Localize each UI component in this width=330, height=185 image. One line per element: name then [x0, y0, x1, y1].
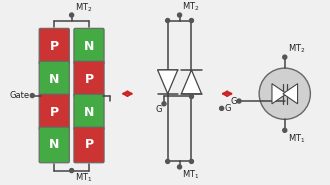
FancyBboxPatch shape — [74, 28, 104, 64]
Circle shape — [166, 159, 170, 163]
Text: MT$_1$: MT$_1$ — [287, 132, 305, 145]
Circle shape — [70, 169, 74, 173]
Polygon shape — [272, 84, 286, 104]
Circle shape — [166, 18, 170, 23]
Text: MT$_2$: MT$_2$ — [75, 2, 93, 14]
Text: N: N — [84, 105, 94, 119]
Text: G: G — [156, 105, 162, 114]
Text: P: P — [84, 73, 94, 86]
FancyBboxPatch shape — [39, 61, 69, 97]
Text: MT$_1$: MT$_1$ — [75, 171, 93, 184]
FancyBboxPatch shape — [74, 94, 104, 130]
Circle shape — [30, 94, 34, 97]
Text: P: P — [50, 40, 59, 53]
Polygon shape — [158, 70, 178, 94]
Polygon shape — [283, 84, 298, 104]
Text: Gate: Gate — [10, 91, 29, 100]
Text: N: N — [49, 138, 59, 152]
Circle shape — [189, 18, 193, 23]
Text: P: P — [50, 105, 59, 119]
Circle shape — [189, 95, 193, 98]
Circle shape — [189, 159, 193, 163]
Text: MT$_2$: MT$_2$ — [182, 1, 200, 13]
Text: G: G — [231, 97, 237, 106]
FancyBboxPatch shape — [39, 94, 69, 130]
Text: G: G — [224, 104, 231, 113]
Circle shape — [283, 128, 287, 132]
FancyBboxPatch shape — [39, 28, 69, 64]
Text: P: P — [84, 138, 94, 152]
Circle shape — [162, 102, 166, 106]
FancyBboxPatch shape — [39, 127, 69, 163]
Circle shape — [259, 68, 311, 119]
Text: N: N — [49, 73, 59, 86]
Circle shape — [70, 13, 74, 17]
FancyBboxPatch shape — [74, 61, 104, 97]
Polygon shape — [182, 70, 202, 94]
Text: N: N — [84, 40, 94, 53]
Circle shape — [178, 13, 182, 17]
Text: MT$_2$: MT$_2$ — [287, 43, 305, 55]
Circle shape — [178, 165, 182, 169]
FancyBboxPatch shape — [74, 127, 104, 163]
Circle shape — [237, 99, 241, 103]
Circle shape — [220, 106, 224, 110]
Circle shape — [283, 55, 287, 59]
Text: MT$_1$: MT$_1$ — [182, 169, 200, 181]
